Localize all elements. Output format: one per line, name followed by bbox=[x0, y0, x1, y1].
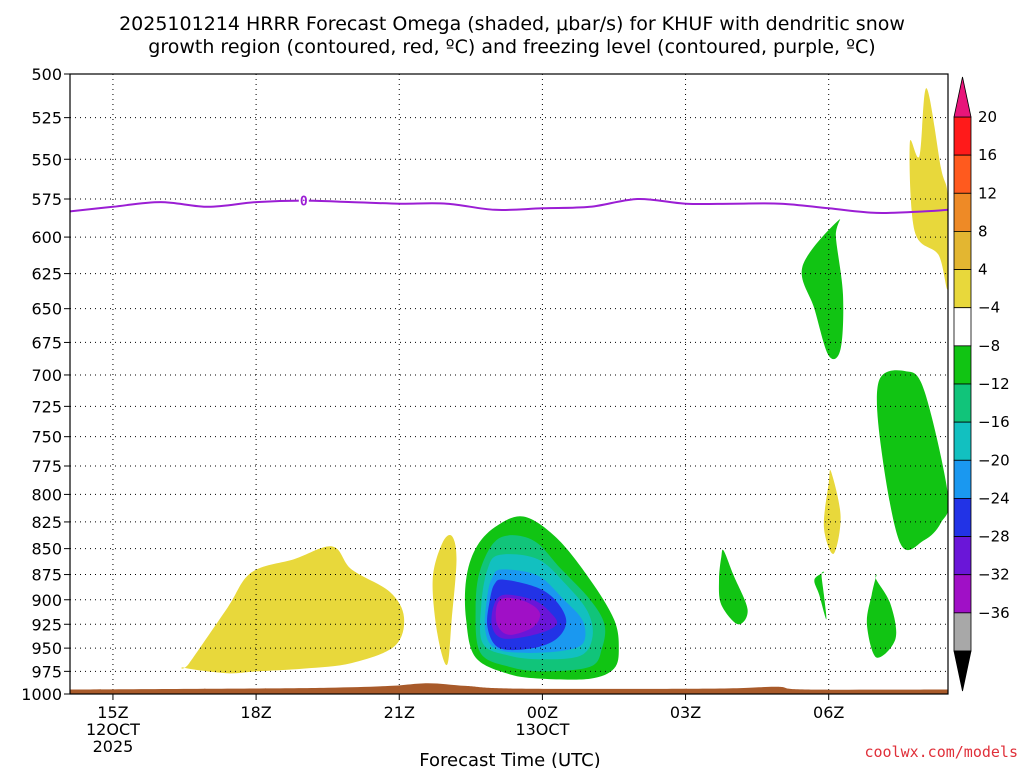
plot-frame bbox=[69, 73, 949, 695]
colorbar-label-4: 4 bbox=[978, 261, 988, 279]
colorbar-seg-10 bbox=[953, 498, 972, 537]
omega-region-+4-2 bbox=[909, 88, 948, 290]
y-tick-label-775: 775 bbox=[31, 457, 62, 476]
x-tick-label-15Z-2: 2025 bbox=[93, 737, 134, 756]
colorbar-top-arrow bbox=[953, 76, 972, 118]
x-tick-label-00Z-1: 13OCT bbox=[515, 720, 569, 739]
colorbar-label-2: 12 bbox=[978, 184, 997, 202]
colorbar-seg-5 bbox=[953, 307, 972, 347]
colorbar-seg-8 bbox=[953, 421, 972, 461]
omega-region--4-1 bbox=[801, 219, 844, 360]
y-axis: 500 525 550 575 600 625 650 675 700 725 750 775 800 8… bbox=[21, 65, 70, 704]
omega-region--4-3 bbox=[814, 571, 827, 620]
terrain-fill bbox=[70, 683, 948, 694]
colorbar-seg-9 bbox=[953, 459, 972, 499]
y-tick-label-975: 975 bbox=[31, 662, 62, 681]
y-tick-label-950: 950 bbox=[31, 639, 62, 658]
freezing-level-label-bg bbox=[298, 192, 309, 209]
plot-content: 0 bbox=[70, 74, 948, 694]
colorbar-seg-1 bbox=[953, 154, 972, 194]
y-tick-label-550: 550 bbox=[31, 150, 62, 169]
colorbar-label-9: −20 bbox=[978, 451, 1010, 469]
freezing-level-label: 0 bbox=[300, 195, 308, 210]
chart-title-line2: growth region (contoured, red, ºC) and f… bbox=[148, 36, 875, 58]
x-tick-label-06Z-0: 06Z bbox=[813, 703, 844, 722]
omega-region--28-0 bbox=[495, 597, 541, 635]
colorbar-label-6: −8 bbox=[978, 337, 1000, 355]
y-tick-label-575: 575 bbox=[31, 190, 62, 209]
colorbar-label-0: 20 bbox=[978, 108, 997, 126]
omega-region--4-5 bbox=[866, 574, 897, 658]
y-tick-label-725: 725 bbox=[31, 397, 62, 416]
colorbar-label-13: −36 bbox=[978, 604, 1010, 622]
y-tick-label-800: 800 bbox=[31, 485, 62, 504]
y-tick-label-1000: 1000 bbox=[21, 685, 62, 704]
omega-region-+4-3 bbox=[823, 469, 841, 555]
y-tick-label-875: 875 bbox=[31, 566, 62, 585]
x-tick-label-00Z-0: 00Z bbox=[527, 703, 558, 722]
omega-region-+4-1 bbox=[432, 534, 457, 666]
y-tick-label-625: 625 bbox=[31, 265, 62, 284]
colorbar-label-8: −16 bbox=[978, 413, 1010, 431]
colorbar-seg-3 bbox=[953, 231, 972, 270]
x-axis-label: Forecast Time (UTC) bbox=[419, 750, 600, 768]
x-tick-label-18Z-0: 18Z bbox=[240, 703, 271, 722]
colorbar-seg-11 bbox=[953, 536, 972, 576]
freezing-level-line bbox=[70, 197, 948, 214]
x-tick-label-03Z-0: 03Z bbox=[670, 703, 701, 722]
colorbar: 20 16 12 8 4 −4 −8 −12 −16 −20 −24 −28 −32 −36 bbox=[953, 76, 1010, 692]
colorbar-label-7: −12 bbox=[978, 375, 1010, 393]
colorbar-seg-12 bbox=[953, 574, 972, 614]
x-tick-label-15Z-1: 12OCT bbox=[86, 720, 140, 739]
y-tick-label-700: 700 bbox=[31, 366, 62, 385]
colorbar-label-5: −4 bbox=[978, 299, 1000, 317]
colorbar-label-10: −24 bbox=[978, 489, 1010, 507]
credit-text[interactable]: coolwx.com/models bbox=[864, 743, 1018, 761]
colorbar-seg-7 bbox=[953, 383, 972, 423]
y-tick-label-675: 675 bbox=[31, 333, 62, 352]
omega-region--4-4 bbox=[718, 549, 748, 625]
colorbar-label-11: −28 bbox=[978, 528, 1010, 546]
chart-title-line1: 2025101214 HRRR Forecast Omega (shaded, … bbox=[119, 13, 905, 35]
colorbar-seg-2 bbox=[953, 192, 972, 232]
plot-area: 0 bbox=[69, 73, 949, 695]
colorbar-seg-0 bbox=[953, 116, 972, 156]
y-tick-label-650: 650 bbox=[31, 300, 62, 319]
omega-region--4-2 bbox=[876, 370, 948, 550]
y-tick-label-750: 750 bbox=[31, 428, 62, 447]
colorbar-label-1: 16 bbox=[978, 146, 997, 164]
omega-region-+4-0 bbox=[181, 546, 405, 674]
colorbar-seg-4 bbox=[953, 269, 972, 309]
y-tick-label-850: 850 bbox=[31, 540, 62, 559]
y-tick-label-825: 825 bbox=[31, 513, 62, 532]
y-tick-label-525: 525 bbox=[31, 109, 62, 128]
colorbar-seg-6 bbox=[953, 345, 972, 385]
colorbar-bottom-arrow bbox=[953, 650, 972, 692]
colorbar-label-3: 8 bbox=[978, 222, 988, 240]
y-tick-label-500: 500 bbox=[31, 65, 62, 84]
x-tick-label-15Z-0: 15Z bbox=[97, 703, 128, 722]
colorbar-seg-13 bbox=[953, 612, 972, 652]
y-tick-label-600: 600 bbox=[31, 228, 62, 247]
y-tick-label-900: 900 bbox=[31, 591, 62, 610]
x-tick-label-21Z-0: 21Z bbox=[384, 703, 415, 722]
colorbar-label-12: −32 bbox=[978, 566, 1010, 584]
y-tick-label-925: 925 bbox=[31, 615, 62, 634]
